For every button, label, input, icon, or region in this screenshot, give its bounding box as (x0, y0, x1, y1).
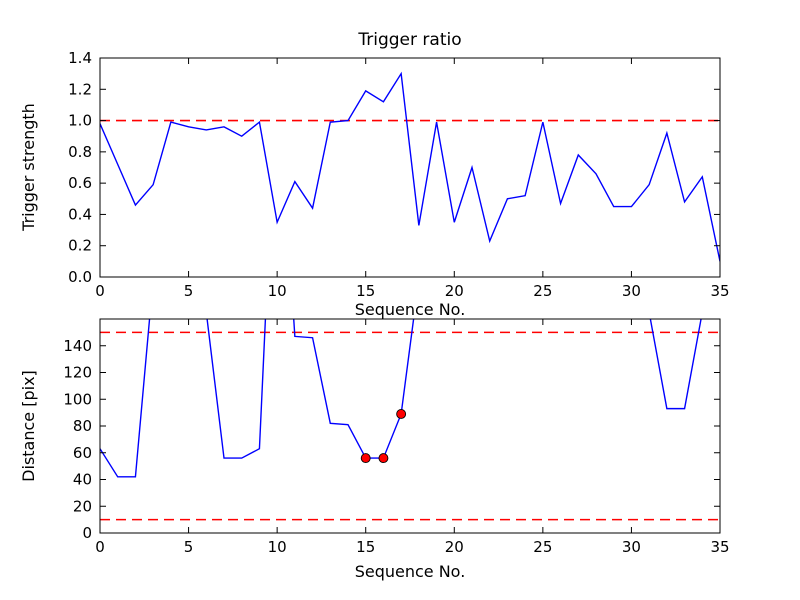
y-tick-label: 120 (63, 364, 92, 382)
top-x-axis-label: Sequence No. (354, 300, 466, 319)
y-tick-label: 1.0 (68, 112, 92, 130)
y-tick-label: 0.2 (68, 237, 92, 255)
data-marker (396, 409, 407, 419)
x-tick-label: 20 (445, 282, 464, 300)
x-tick-label: 5 (184, 282, 194, 300)
x-tick-label: 25 (533, 538, 552, 556)
y-tick-label: 20 (73, 497, 92, 515)
x-tick-label: 10 (268, 282, 287, 300)
x-tick-label: 15 (356, 282, 375, 300)
x-tick-label: 0 (95, 282, 105, 300)
distance-plot: 0 5 10 15 20 25 30 35 0 20 40 60 80 100 120 140 (63, 318, 730, 556)
y-tick-label: 140 (63, 337, 92, 355)
data-marker (378, 453, 389, 464)
bottom-x-axis-label: Sequence No. (354, 562, 466, 581)
y-tick-label: 60 (73, 444, 92, 462)
y-tick-label: 0.6 (68, 174, 92, 192)
y-tick-label: 0.4 (68, 205, 92, 223)
top-y-axis-label: Trigger strength (19, 103, 38, 231)
trigger-ratio-plot: 0 5 10 15 20 25 30 35 0.0 0.2 0.4 0.6 0.8 1.0 1.2 1.4 (68, 49, 729, 300)
trigger-ratio-line (100, 71, 720, 262)
x-tick-label: 30 (622, 538, 641, 556)
x-tick-label: 35 (710, 282, 729, 300)
x-tick-label: 15 (356, 538, 375, 556)
y-tick-label: 1.4 (68, 49, 92, 67)
y-tick-label: 100 (63, 390, 92, 408)
x-tick-label: 25 (533, 282, 552, 300)
y-tick-label: 0.0 (68, 268, 92, 286)
x-tick-label: 35 (710, 538, 729, 556)
x-tick-label: 0 (95, 538, 105, 556)
y-tick-label: 40 (73, 471, 92, 489)
x-tick-label: 5 (184, 538, 194, 556)
bottom-y-axis-label: Distance [pix] (19, 370, 38, 482)
x-tick-label: 30 (622, 282, 641, 300)
y-tick-label: 0.8 (68, 143, 92, 161)
axis-spine (99, 57, 721, 278)
y-tick-label: 0 (82, 524, 92, 542)
data-marker (360, 453, 371, 464)
y-tick-label: 1.2 (68, 80, 92, 98)
chart-title: Trigger ratio (358, 30, 462, 50)
y-tick-label: 80 (73, 417, 92, 435)
distance-line (100, 319, 702, 478)
x-tick-label: 10 (268, 538, 287, 556)
x-tick-label: 20 (445, 538, 464, 556)
